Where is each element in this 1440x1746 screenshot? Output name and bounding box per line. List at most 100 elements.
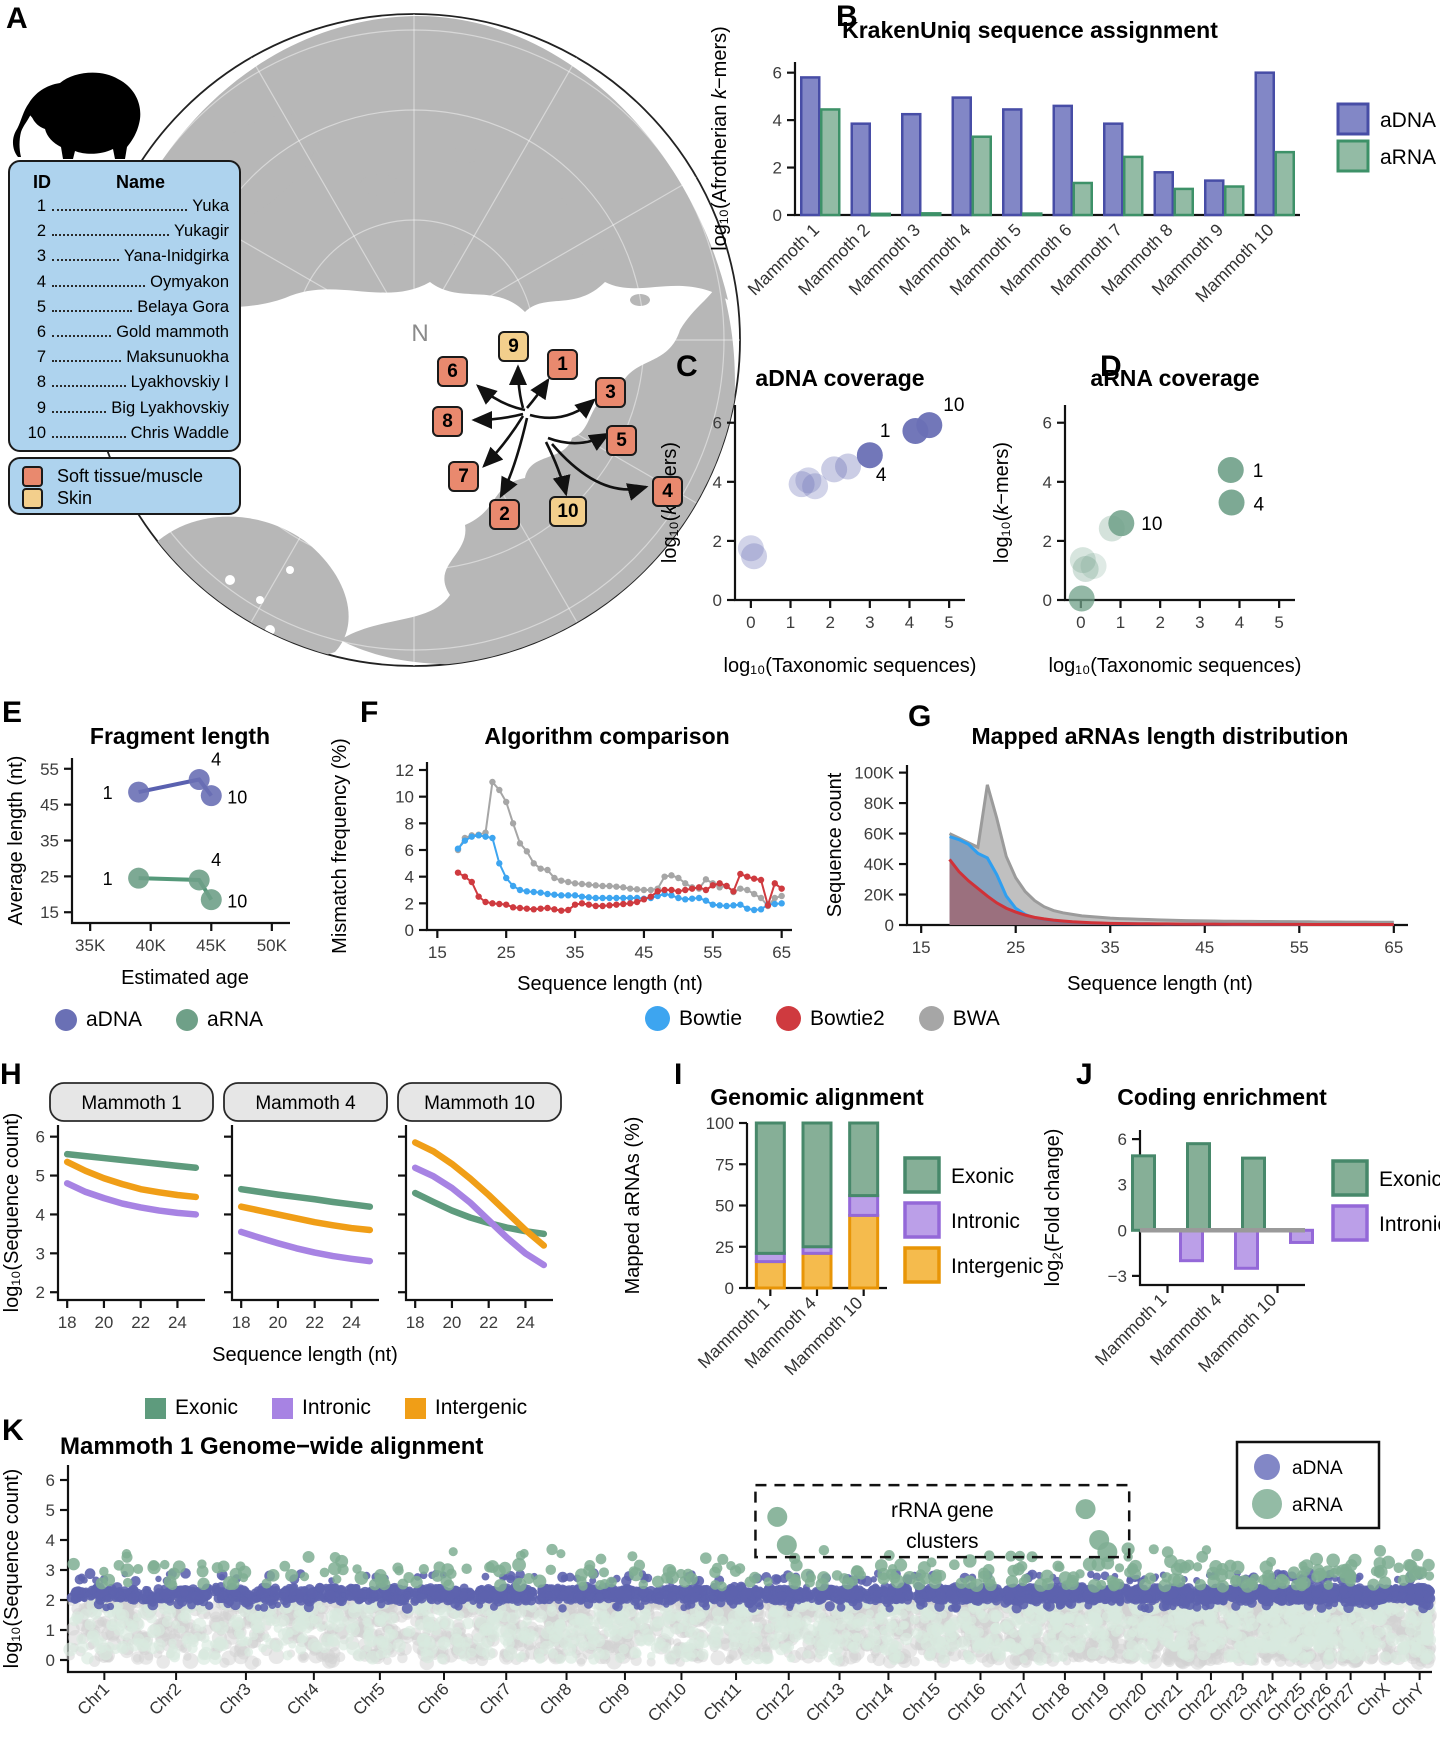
BWA-swatch — [918, 1006, 944, 1031]
label: 35 — [566, 943, 585, 962]
y-axis-label: Sequence count — [824, 772, 846, 917]
label: 18 — [232, 1313, 251, 1332]
label: 1 — [46, 1621, 55, 1640]
label: 3 — [1195, 613, 1204, 632]
rrna-cluster-point — [776, 1535, 797, 1556]
x-category-label: Chr16 — [943, 1679, 989, 1725]
x-category-label: Chr19 — [1067, 1679, 1113, 1725]
label: 55 — [40, 760, 59, 779]
label: 5 — [36, 1167, 45, 1186]
label: 24 — [516, 1313, 535, 1332]
legend-item-Bowtie: Bowtie — [645, 1006, 742, 1031]
chart-arna-coverage: aRNA coverage log₁₀(k−mers) log₁₀(Taxonomi… — [991, 365, 1301, 677]
point-label: 4 — [876, 465, 887, 486]
label: 40K — [136, 936, 167, 955]
chart-title: aRNA coverage — [1090, 365, 1259, 391]
label: 55 — [703, 943, 722, 962]
label: 2 — [46, 1591, 55, 1610]
sample-name: Belaya Gora — [137, 297, 229, 316]
label: 20 — [268, 1313, 287, 1332]
x-category-label: Chr15 — [898, 1679, 944, 1725]
chart-algorithm-comparison: Algorithm comparison Mismatch frequency (… — [329, 723, 792, 995]
point-label: 10 — [227, 788, 247, 808]
label: 3 — [865, 613, 874, 632]
sample-id: 1 — [36, 197, 46, 215]
sample-name: Yana-Inidgirka — [123, 247, 229, 266]
skin-swatch — [22, 487, 43, 509]
label: 22 — [479, 1313, 498, 1332]
chart-length-distribution: Mapped aRNAs length distribution Sequence… — [824, 723, 1408, 995]
table-row: 2 Yukagir — [20, 222, 229, 247]
table-header-id: ID — [33, 172, 51, 192]
legend-label: Bowtie — [679, 1006, 743, 1030]
bar-Intronic — [1234, 1228, 1259, 1270]
rrna-cluster-point — [1097, 1542, 1118, 1562]
label: 3 — [46, 1561, 55, 1580]
table-header: ID Name — [20, 172, 229, 193]
chart-title: aDNA coverage — [755, 365, 924, 391]
chart-genomic-alignment: Genomic alignment Mapped aRNAs (%) 0 25 50 75… — [622, 1084, 1043, 1379]
label: 25 — [40, 867, 59, 886]
x-category-label: Chr1 — [74, 1679, 113, 1718]
facet-title: Mammoth 1 — [81, 1093, 181, 1114]
label: 2 — [1043, 532, 1052, 551]
compass-label: N — [411, 320, 428, 347]
label: 0 — [746, 613, 755, 632]
bar-Intronic — [1179, 1228, 1204, 1263]
label: 15 — [428, 943, 447, 962]
label: 35 — [40, 832, 59, 851]
legend-label: Intronic — [302, 1396, 371, 1419]
label: 24 — [342, 1313, 361, 1332]
series-Intronic — [411, 1164, 548, 1269]
table-header-name: Name — [116, 172, 166, 192]
dotted-leader — [52, 209, 188, 211]
label: 1 — [1116, 613, 1125, 632]
x-axis-label: Estimated age — [121, 967, 249, 989]
x-category-label: ChrX — [1353, 1679, 1394, 1720]
x-category-label: Chr11 — [700, 1679, 745, 1724]
chart-genome-wide: Mammoth 1 Genome−wide alignment log₁₀(Seq… — [1, 1433, 1437, 1726]
table-row: 8 Lyakhovskiy I — [20, 373, 229, 398]
label: 0 — [713, 591, 722, 610]
panel-letter-i: I — [674, 1058, 683, 1091]
series-Exonic — [63, 1150, 200, 1172]
label: 18 — [406, 1313, 425, 1332]
Intronic-swatch — [272, 1397, 294, 1419]
tissue-legend: Soft tissue/muscle Skin — [8, 457, 241, 515]
dotted-leader — [52, 259, 119, 262]
sample-name: Maksunuokha — [126, 348, 229, 367]
map-marker-4: 4 — [652, 476, 683, 507]
Exonic-swatch — [145, 1397, 166, 1419]
panel-letter-h: H — [0, 1058, 22, 1091]
tissue-legend-item: Skin — [22, 487, 227, 509]
map-marker-8: 8 — [432, 406, 463, 437]
label: 45 — [40, 796, 59, 815]
label: 0 — [1043, 591, 1052, 610]
x-category-label: Chr2 — [145, 1679, 184, 1718]
x-category-label: Chr10 — [644, 1679, 690, 1725]
sample-name: Oymyakon — [150, 272, 229, 291]
series-BWA — [454, 778, 785, 910]
label: 2 — [773, 159, 782, 178]
aRNA-swatch — [176, 1009, 199, 1031]
aDNA-swatch — [55, 1009, 77, 1031]
id-name-table: ID Name 1 Yuka 2 Yukagir 3 Yana-Inidgirka 4 Oym… — [8, 160, 241, 452]
table-row: 7 Maksunuokha — [20, 348, 229, 373]
legend-item-Intronic: Intronic — [272, 1396, 371, 1420]
legend: aDNA aRNA — [1336, 102, 1436, 173]
Bowtie2-swatch — [776, 1006, 802, 1031]
table-row: 3 Yana-Inidgirka — [20, 247, 229, 272]
chart-title: Mapped aRNAs length distribution — [972, 723, 1349, 749]
sample-name: Chris Waddle — [130, 423, 229, 442]
point-label: 4 — [1254, 495, 1265, 516]
x-axis-label: Sequence length (nt) — [212, 1344, 398, 1366]
area-BWA — [948, 784, 1394, 925]
chart-title: Mammoth 1 Genome−wide alignment — [60, 1433, 483, 1460]
panel-letter-f: F — [360, 696, 379, 729]
mammoth-body — [12, 72, 141, 159]
axes: 0 2 4 6 8 10 12 15 25 35 45 55 65 — [395, 761, 792, 962]
label: 25 — [715, 1238, 734, 1257]
series-aRNA — [67, 1499, 1435, 1593]
rrna-annotation-box — [754, 1483, 1131, 1559]
